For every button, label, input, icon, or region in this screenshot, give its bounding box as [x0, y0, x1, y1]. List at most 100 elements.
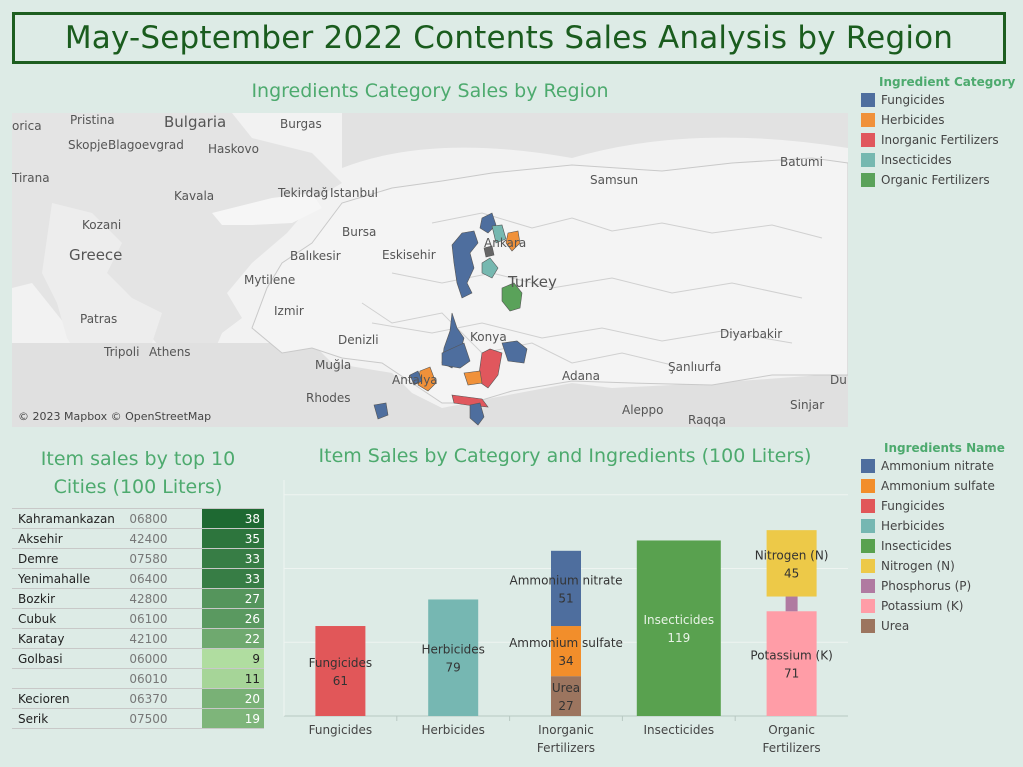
bar-segment[interactable] — [315, 626, 366, 716]
ingredients-legend-item[interactable]: Nitrogen (N) — [861, 558, 955, 574]
ingredients-legend-label: Fungicides — [881, 499, 945, 513]
category-legend-label: Organic Fertilizers — [881, 173, 990, 187]
bar-label-name: Fungicides — [309, 656, 373, 670]
map-label-17: Greece — [69, 246, 123, 264]
x-tick-label: Inorganic — [538, 723, 594, 737]
ingredients-legend-item[interactable]: Ammonium nitrate — [861, 458, 994, 474]
table-row[interactable]: 06010 11 — [12, 668, 264, 689]
category-legend-item[interactable]: Fungicides — [861, 92, 945, 108]
bar-segment[interactable] — [428, 599, 479, 716]
table-row[interactable]: Karatay 42100 22 — [12, 628, 264, 649]
map-label-6: Haskovo — [208, 142, 259, 156]
bar-label-name: Ammonium nitrate — [510, 573, 623, 587]
bar-label-value: 34 — [558, 654, 573, 668]
ingredients-legend-item[interactable]: Herbicides — [861, 518, 944, 534]
city-zip: 06370 — [129, 688, 202, 709]
ingredients-legend-swatch — [861, 618, 875, 633]
city-name: Kahramankazan — [12, 508, 130, 529]
ingredients-legend-item[interactable]: Potassium (K) — [861, 598, 963, 614]
bar-label-value: 51 — [558, 591, 573, 605]
city-value: 9 — [201, 648, 264, 669]
table-row[interactable]: Serik 07500 19 — [12, 708, 264, 729]
table-row[interactable]: Demre 07580 33 — [12, 548, 264, 569]
category-legend-title: Ingredient Category — [879, 75, 1016, 89]
table-row[interactable]: Bozkir 42800 27 — [12, 588, 264, 609]
city-name: Yenimahalle — [12, 568, 130, 589]
ingredients-legend-item[interactable]: Urea — [861, 618, 909, 634]
table-row[interactable]: Golbasi 06000 9 — [12, 648, 264, 669]
table-row[interactable]: Yenimahalle 06400 33 — [12, 568, 264, 589]
map-label-14: Bursa — [342, 225, 377, 239]
table-row[interactable]: Aksehir 42400 35 — [12, 528, 264, 549]
map-label-18: Balıkesir — [290, 249, 341, 263]
category-legend-item[interactable]: Inorganic Fertilizers — [861, 132, 999, 148]
city-value: 19 — [201, 708, 264, 729]
bar-label-name: Potassium (K) — [750, 649, 832, 663]
map-label-26: Tripoli — [104, 345, 140, 359]
table-row[interactable]: Cubuk 06100 26 — [12, 608, 264, 629]
ingredients-legend-title: Ingredients Name — [884, 441, 1005, 455]
city-name: Cubuk — [12, 608, 130, 629]
category-legend-swatch — [861, 152, 875, 167]
map-label-9: Kavala — [174, 189, 215, 203]
x-tick-label: Fertilizers — [763, 741, 821, 755]
city-name: Serik — [12, 708, 130, 729]
category-legend-item[interactable]: Organic Fertilizers — [861, 172, 990, 188]
city-name — [12, 668, 130, 689]
map-title: Ingredients Category Sales by Region — [251, 80, 609, 102]
map-label-12: Samsun — [590, 173, 639, 187]
category-legend-item[interactable]: Herbicides — [861, 112, 944, 128]
city-zip: 42400 — [129, 528, 202, 549]
bar-segment[interactable] — [766, 530, 817, 597]
ingredients-legend-item[interactable]: Fungicides — [861, 498, 945, 514]
table-row[interactable]: Kecioren 06370 20 — [12, 688, 264, 709]
map-label-20: Mytilene — [244, 273, 296, 287]
ingredients-legend-label: Insecticides — [881, 539, 952, 553]
category-legend-swatch — [861, 132, 875, 147]
city-zip: 06100 — [129, 608, 202, 629]
ingredients-legend-item[interactable]: Ammonium sulfate — [861, 478, 995, 494]
city-value: 33 — [201, 568, 264, 589]
bar-label-name: Nitrogen (N) — [755, 548, 829, 562]
bar-chart-title: Item Sales by Category and Ingredients (… — [318, 445, 812, 467]
bar-segment[interactable] — [636, 540, 721, 716]
x-tick-label: Organic — [768, 723, 815, 737]
ingredients-legend-item[interactable]: Insecticides — [861, 538, 952, 554]
ingredients-legend-label: Ammonium sulfate — [881, 479, 995, 493]
bar-segment[interactable] — [551, 550, 581, 627]
cities-title-line2: Cities (100 Liters) — [53, 476, 223, 498]
city-value: 20 — [201, 688, 264, 709]
category-legend-label: Herbicides — [881, 113, 945, 127]
ingredients-legend-item[interactable]: Phosphorus (P) — [861, 578, 971, 594]
category-legend-label: Insecticides — [881, 153, 952, 167]
bar-segment[interactable] — [785, 596, 798, 612]
bar-segment[interactable] — [766, 611, 817, 716]
map-label-35: Sinjar — [790, 398, 825, 412]
dashboard-title: May-September 2022 Contents Sales Analys… — [12, 12, 1006, 64]
city-name: Kecioren — [12, 688, 130, 709]
map-label-1: Pristina — [70, 113, 115, 127]
map-label-32: Rhodes — [306, 391, 351, 405]
city-zip: 06400 — [129, 568, 202, 589]
bar-segment[interactable] — [551, 676, 581, 716]
city-zip: 06000 — [129, 648, 202, 669]
ingredients-legend-label: Urea — [881, 619, 910, 633]
map-label-21: Izmir — [274, 304, 304, 318]
bar-segment[interactable] — [551, 626, 581, 677]
city-zip: 07500 — [129, 708, 202, 729]
table-row[interactable]: Kahramankazan 06800 38 — [12, 508, 264, 529]
map-label-27: Athens — [149, 345, 191, 359]
map-label-30: Adana — [562, 369, 600, 383]
region-map[interactable]: orica Pristina Bulgaria Burgas Skopje Bl… — [12, 113, 848, 427]
bar-label-value: 27 — [558, 699, 573, 713]
x-tick-label: Herbicides — [421, 723, 484, 737]
map-label-31: Şanlıurfa — [668, 360, 722, 374]
city-value: 33 — [201, 548, 264, 569]
ingredients-legend-swatch — [861, 458, 875, 473]
bar-label-name: Urea — [552, 681, 580, 695]
category-legend-item[interactable]: Insecticides — [861, 152, 952, 168]
map-label-3: Burgas — [280, 117, 322, 131]
city-name: Bozkir — [12, 588, 130, 609]
map-label-25: Diyarbakir — [720, 327, 783, 341]
ingredients-legend-swatch — [861, 478, 875, 493]
